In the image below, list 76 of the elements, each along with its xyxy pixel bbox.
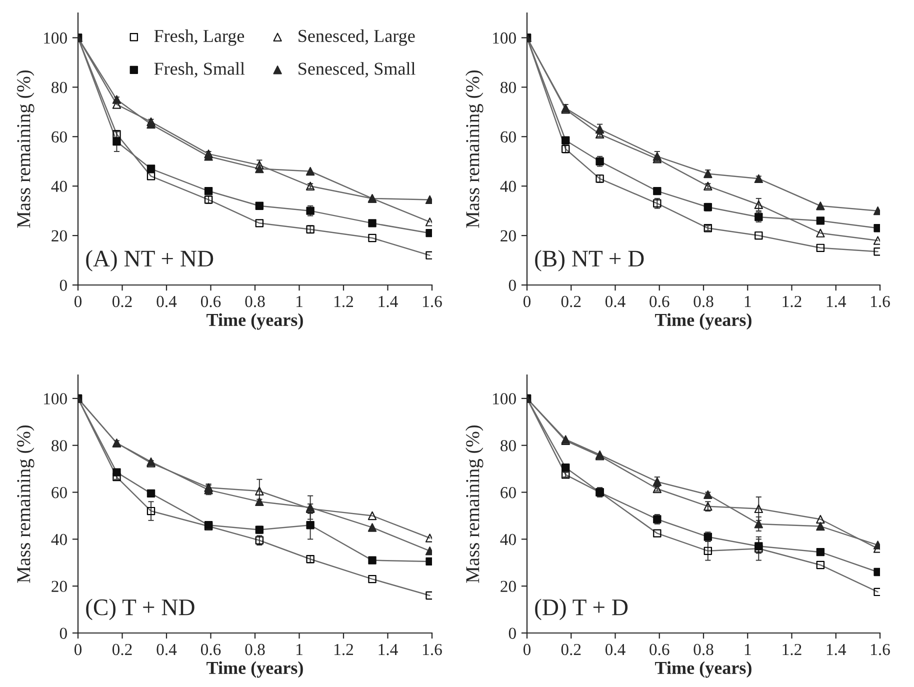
x-tick-label: 0.8 — [694, 644, 714, 656]
y-axis-title: Mass remaining (%) — [16, 425, 34, 583]
y-tick-label: 80 — [52, 82, 67, 94]
x-tick-label: 0.4 — [605, 296, 626, 308]
x-tick-label: 0.8 — [245, 296, 265, 308]
x-tick-label: 0 — [523, 296, 531, 308]
x-tick-label: 0.2 — [112, 644, 132, 656]
x-tick-label: 1.2 — [782, 296, 802, 308]
x-tick-label: 0.6 — [650, 644, 670, 656]
y-tick-label: 100 — [44, 32, 67, 44]
annotation: (B) NT + D — [535, 250, 644, 272]
x-tick-label: 1 — [296, 296, 302, 307]
x-axis-title: Time (years) — [655, 661, 752, 678]
x-tick-label: 1.4 — [378, 296, 398, 308]
x-tick-label: 1 — [296, 644, 302, 655]
y-tick-label: 40 — [51, 180, 67, 192]
y-tick-label: 20 — [52, 230, 67, 242]
legend-label: Senesced, Small — [298, 62, 416, 78]
x-tick-label: 1.2 — [334, 644, 353, 656]
y-tick-label: 40 — [500, 534, 516, 546]
y-tick-label: 100 — [44, 393, 67, 404]
y-tick-label: 0 — [60, 628, 67, 639]
y-tick-label: 60 — [500, 131, 516, 143]
x-tick-label: 0.4 — [156, 296, 177, 308]
x-tick-label: 0 — [523, 644, 531, 656]
x-tick-label: 0 — [74, 644, 82, 656]
y-tick-label: 100 — [493, 32, 516, 44]
x-tick-label: 1 — [744, 296, 751, 307]
x-tick-label: 0.8 — [245, 644, 265, 656]
x-tick-label: 0.2 — [561, 644, 581, 656]
x-tick-label: 1.4 — [826, 644, 846, 656]
y-tick-label: 0 — [60, 280, 67, 291]
legend-label: Fresh, Small — [154, 62, 245, 78]
y-tick-label: 20 — [500, 580, 516, 592]
x-tick-label: 1.2 — [782, 644, 802, 656]
x-tick-label: 0 — [74, 296, 82, 308]
legend-label: Senesced, Large — [298, 29, 415, 46]
x-tick-label: 1 — [744, 644, 751, 655]
y-tick-label: 20 — [52, 580, 67, 592]
annotation: (C) T + ND — [86, 598, 194, 620]
x-tick-label: 1.6 — [423, 644, 442, 656]
y-tick-label: 80 — [52, 440, 67, 452]
x-tick-label: 0.6 — [200, 644, 221, 656]
y-axis-title: Mass remaining (%) — [16, 70, 34, 228]
x-axis-title: Time (years) — [655, 313, 752, 330]
x-tick-label: 0.2 — [561, 296, 581, 308]
y-axis-title: Mass remaining (%) — [466, 425, 484, 583]
x-tick-label: 0.4 — [156, 644, 177, 656]
annotation: (D) T + D — [535, 598, 628, 620]
y-tick-label: 60 — [52, 486, 67, 498]
annotation: (A) NT + ND — [86, 250, 214, 272]
x-tick-label: 1.6 — [871, 644, 890, 656]
y-tick-label: 80 — [500, 440, 516, 452]
x-tick-label: 1.4 — [378, 644, 398, 656]
x-tick-label: 1.2 — [334, 296, 353, 308]
y-tick-label: 0 — [508, 280, 516, 291]
x-axis-title: Time (years) — [206, 661, 303, 678]
y-tick-label: 100 — [493, 393, 516, 404]
y-tick-label: 40 — [51, 534, 67, 546]
x-tick-label: 0.6 — [650, 296, 670, 308]
x-tick-label: 1.6 — [423, 296, 442, 308]
y-tick-label: 0 — [508, 628, 516, 639]
x-axis-title: Time (years) — [206, 313, 303, 330]
y-tick-label: 60 — [52, 131, 67, 143]
y-axis-title: Mass remaining (%) — [466, 70, 484, 228]
x-tick-label: 0.6 — [200, 296, 221, 308]
y-tick-label: 60 — [500, 486, 516, 498]
y-tick-label: 20 — [500, 230, 516, 242]
x-tick-label: 0.4 — [605, 644, 626, 656]
x-tick-label: 0.8 — [694, 296, 714, 308]
legend-label: Fresh, Large — [154, 29, 244, 46]
y-tick-label: 80 — [500, 82, 516, 94]
x-tick-label: 1.6 — [871, 296, 890, 308]
y-tick-label: 40 — [500, 180, 516, 192]
x-tick-label: 0.2 — [112, 296, 132, 308]
x-tick-label: 1.4 — [826, 296, 846, 308]
